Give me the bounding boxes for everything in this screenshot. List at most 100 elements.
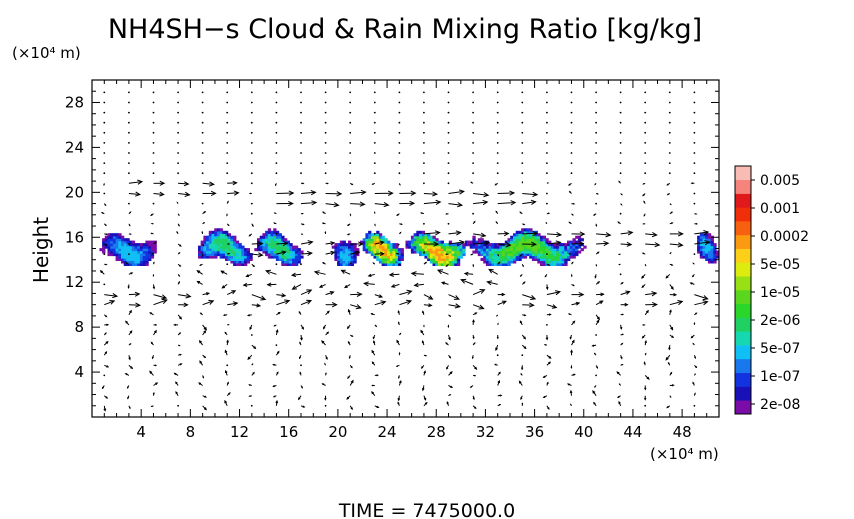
wind-vector [447, 152, 450, 154]
cloud-cell [267, 248, 272, 252]
wind-vector-head [326, 310, 330, 314]
cloud-cell [259, 235, 263, 239]
cloud-cell [419, 243, 423, 247]
wind-vector-head [124, 373, 128, 376]
wind-vector-head [301, 386, 303, 389]
cloud-cell [115, 253, 119, 257]
wind-vector-head [129, 233, 132, 235]
wind-vector-head [651, 301, 658, 308]
wind-vector [250, 101, 253, 104]
cloud-cell [206, 248, 210, 252]
wind-vector-head [398, 379, 402, 384]
wind-vector [103, 253, 106, 256]
cloud-cell [424, 238, 428, 242]
cloud-cell [456, 245, 461, 249]
wind-vector-head [445, 264, 448, 268]
cloud-cell [376, 255, 380, 259]
wind-vector-head [161, 298, 168, 304]
cloud-cell [273, 230, 277, 234]
wind-vector-head [599, 300, 604, 305]
wind-vector-head [350, 379, 354, 384]
wind-vector-head [642, 183, 645, 185]
cloud-cell [472, 245, 476, 249]
wind-vector-head [205, 292, 211, 296]
cloud-cell [397, 253, 402, 257]
cloud-cell [123, 245, 127, 249]
cloud-cell [456, 255, 461, 259]
cloud-cell [142, 245, 146, 249]
cloud-cell [337, 262, 341, 266]
cloud-cell [115, 250, 119, 254]
cloud-cell [558, 255, 563, 259]
wind-vector-head [325, 357, 328, 361]
wind-vector-head [645, 309, 649, 313]
cloud-cell [376, 233, 380, 237]
wind-vector-head [621, 333, 625, 336]
cloud-cell [214, 245, 218, 249]
wind-vector-head [440, 281, 446, 285]
cloud-cell [400, 257, 404, 261]
cloud-cell [278, 257, 282, 261]
cloud-cell [480, 243, 484, 247]
cloud-cell [139, 250, 144, 254]
wind-vector-head [596, 319, 600, 323]
cloud-cell [145, 243, 149, 247]
cloud-cell [537, 250, 541, 254]
wind-vector-head [624, 302, 629, 307]
wind-vector-head [626, 241, 633, 247]
wind-vector-head [310, 190, 317, 196]
wind-vector-head [571, 214, 574, 216]
wind-vector-head [424, 401, 428, 405]
cloud-cell [534, 250, 538, 254]
wind-vector-head [227, 324, 230, 326]
cloud-cell [123, 257, 127, 261]
wind-vector-head [126, 386, 129, 389]
wind-vector-head [651, 231, 658, 238]
cloud-cell [150, 248, 155, 252]
wind-vector [226, 121, 229, 124]
wind-vector-head [421, 339, 425, 344]
wind-vector-head [232, 180, 238, 186]
wind-vector-head [474, 374, 477, 377]
cloud-cell [246, 260, 250, 264]
cloud-cell [438, 240, 442, 244]
cloud-cell [410, 240, 415, 244]
cloud-cell [126, 255, 130, 259]
wind-vector [250, 212, 253, 215]
cloud-cell [518, 235, 522, 239]
wind-vector-head [251, 362, 254, 365]
wind-vector [251, 253, 263, 256]
wind-vector-head [523, 314, 527, 317]
wind-vector-head [266, 282, 272, 287]
cloud-cell [373, 238, 377, 242]
wind-vector [275, 233, 278, 235]
wind-vector [496, 101, 499, 104]
wind-vector-head [129, 211, 132, 214]
cloud-cell [518, 238, 522, 242]
cloud-cell [230, 255, 234, 259]
wind-vector [324, 91, 327, 94]
cloud-cell [526, 233, 530, 237]
wind-vector-head [677, 300, 684, 306]
cloud-cell [262, 245, 266, 249]
cloud-cell [537, 238, 541, 242]
wind-vector [472, 91, 474, 94]
cloud-cell [534, 257, 538, 261]
wind-vector-head [103, 408, 107, 412]
cloud-cell [432, 255, 436, 259]
cloud-cell [448, 250, 453, 254]
cloud-cell [153, 243, 157, 247]
cloud-cell [126, 262, 130, 266]
wind-vector [350, 251, 360, 255]
cloud-cell [446, 260, 450, 264]
colorbar-swatch [735, 234, 751, 249]
wind-vector-head [390, 283, 396, 288]
cloud-cell [373, 233, 377, 237]
cloud-cell [273, 250, 277, 254]
cloud-cell [203, 245, 207, 249]
cloud-cell [494, 243, 498, 247]
wind-vector-head [183, 302, 189, 308]
wind-vector-head [621, 364, 624, 366]
colorbar-swatch [735, 248, 751, 263]
cloud-cell [518, 257, 522, 261]
